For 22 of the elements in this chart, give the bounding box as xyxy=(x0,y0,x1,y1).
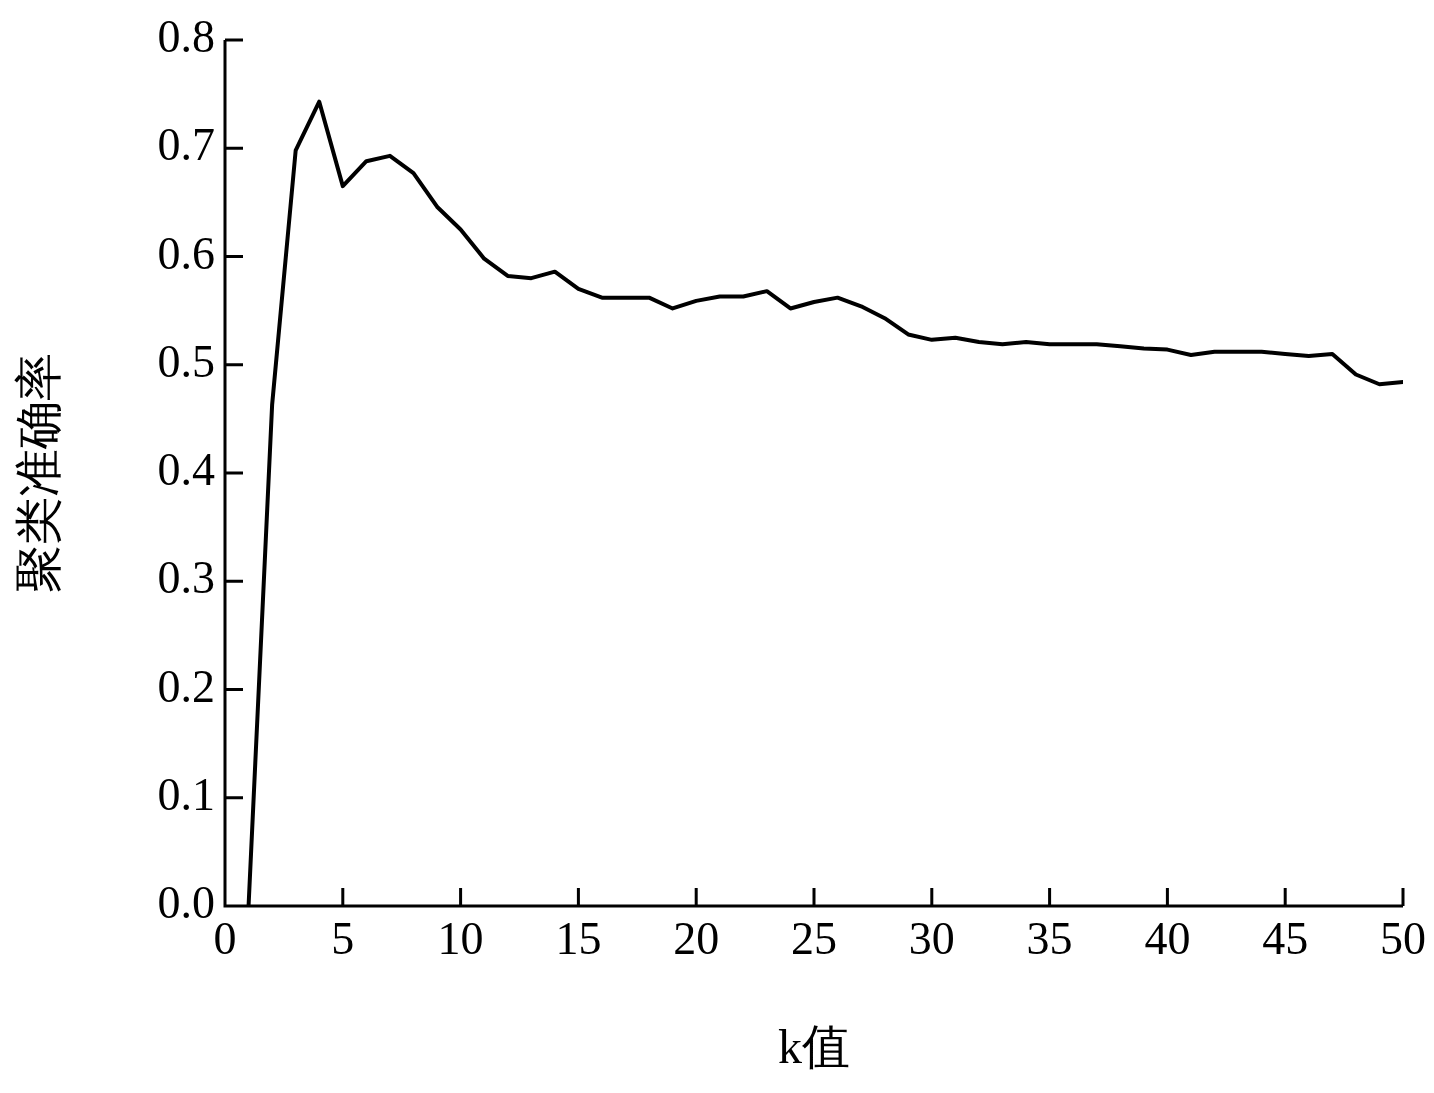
x-tick-label: 50 xyxy=(1380,912,1426,964)
x-tick-label: 25 xyxy=(791,912,837,964)
x-tick-label: 35 xyxy=(1026,912,1073,964)
x-tick-label: 45 xyxy=(1262,912,1309,964)
x-tick-label: 30 xyxy=(908,912,955,964)
x-axis-title: k值 xyxy=(778,1019,850,1073)
y-tick-label: 0.0 xyxy=(157,877,215,929)
x-tick-label: 5 xyxy=(331,912,355,964)
y-tick-label: 0.1 xyxy=(157,768,215,820)
y-tick-label: 0.4 xyxy=(157,444,215,496)
x-tick-label: 20 xyxy=(673,912,720,964)
x-tick-label: 10 xyxy=(437,912,484,964)
y-tick-label: 0.6 xyxy=(157,227,215,279)
y-tick-label: 0.5 xyxy=(157,335,215,387)
y-tick-label: 0.8 xyxy=(157,11,215,63)
x-tick-label: 0 xyxy=(213,912,237,964)
x-tick-label: 40 xyxy=(1144,912,1191,964)
y-axis-title: 聚类准确率 xyxy=(12,353,66,593)
y-tick-label: 0.7 xyxy=(157,119,215,171)
y-tick-label: 0.3 xyxy=(157,552,215,604)
y-tick-label: 0.2 xyxy=(157,660,215,712)
x-tick-label: 15 xyxy=(555,912,602,964)
